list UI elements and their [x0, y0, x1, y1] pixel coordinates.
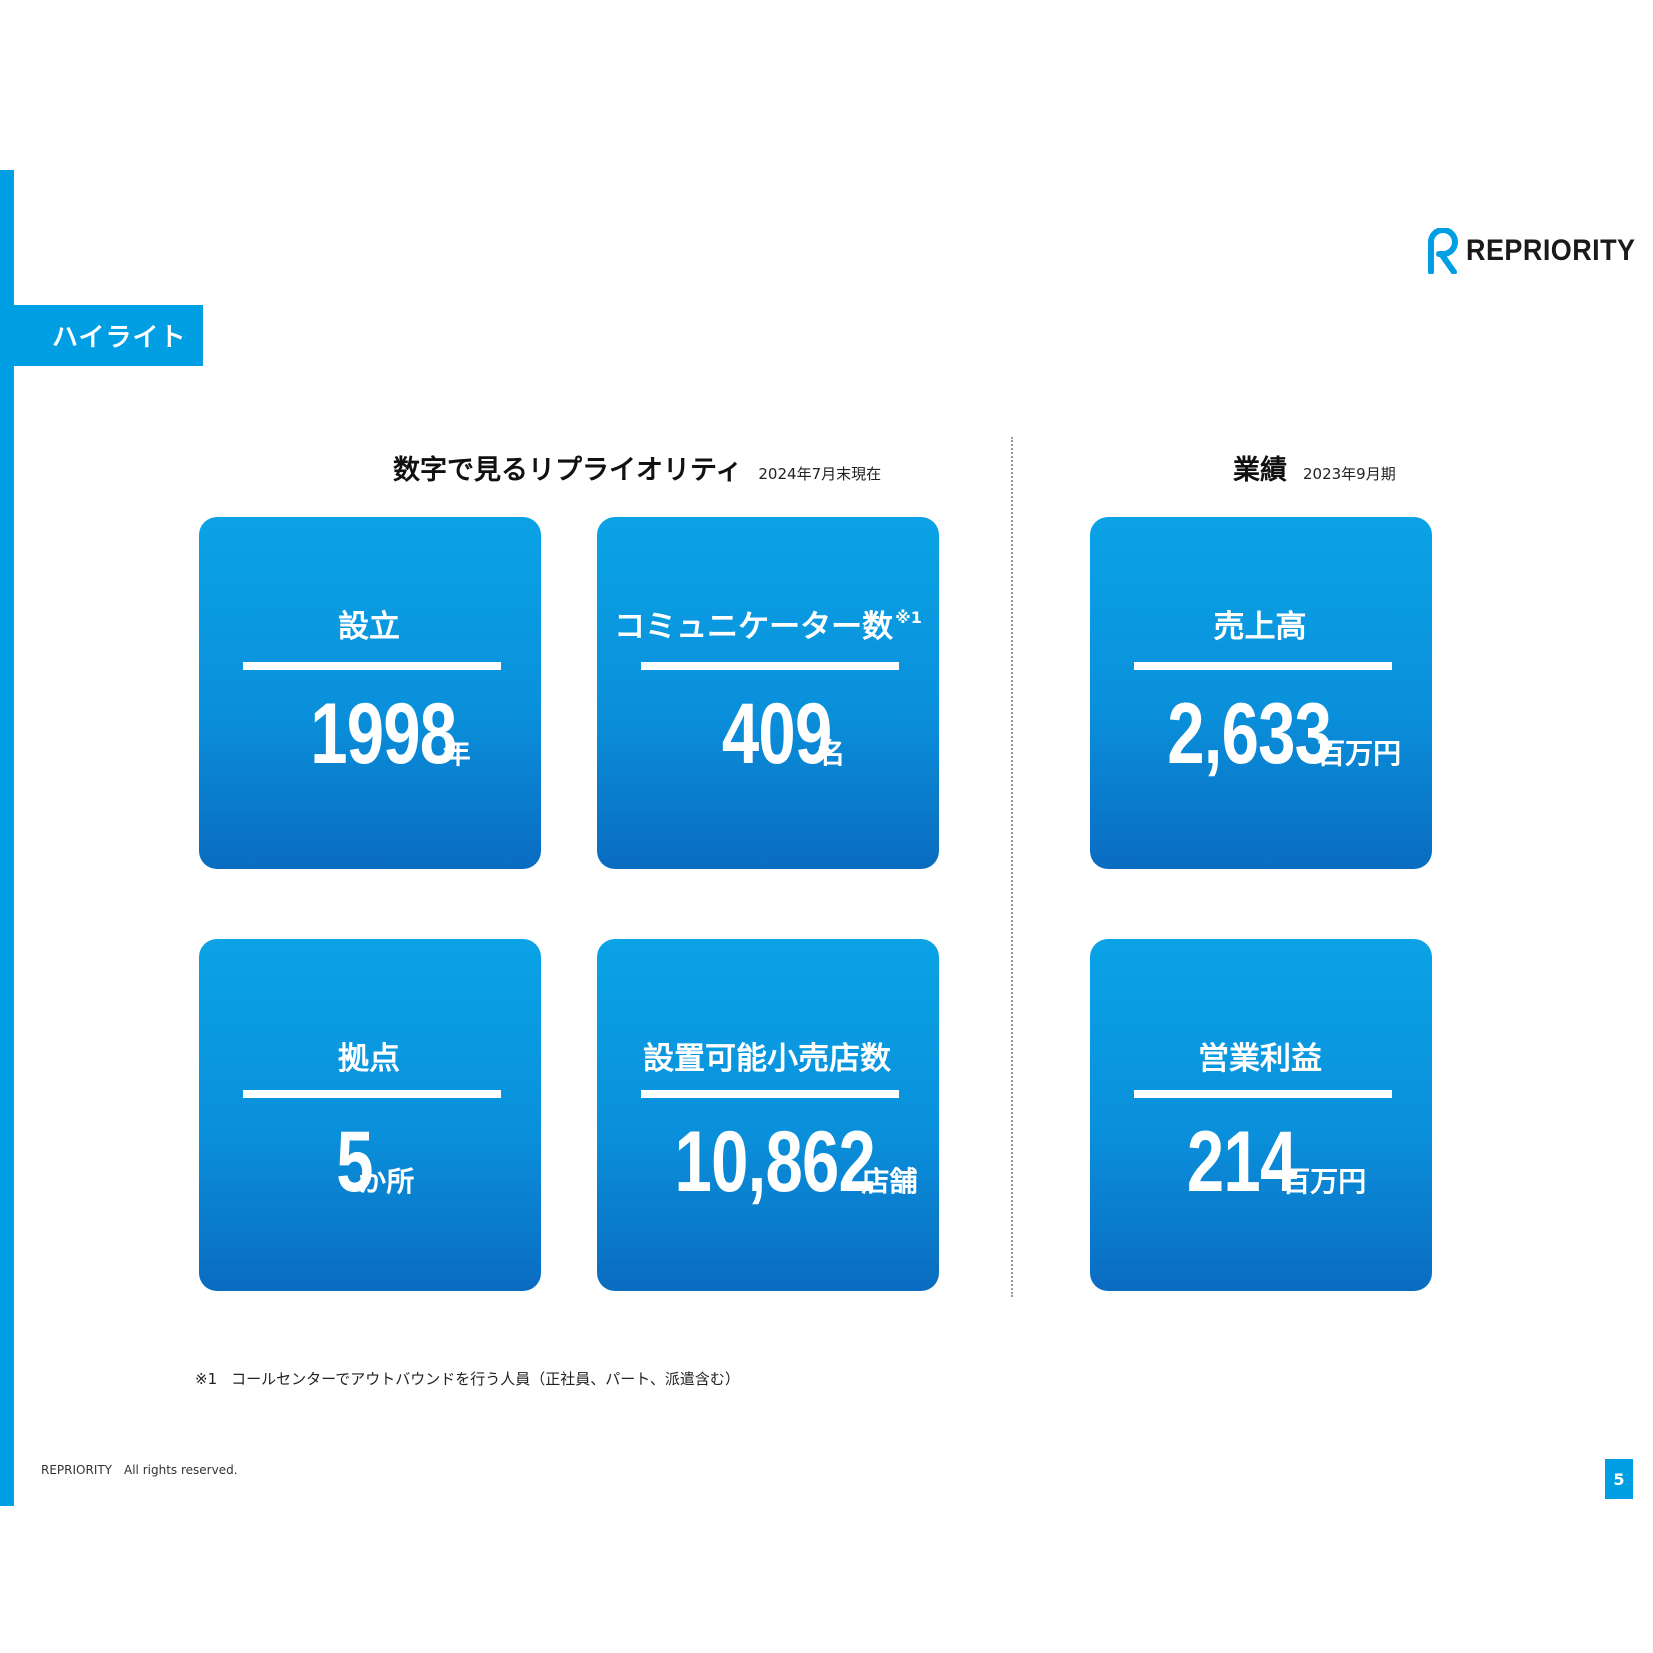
card-rule [641, 662, 899, 670]
right-section-heading: 業績 2023年9月期 [1233, 448, 1396, 487]
left-accent-bar [0, 170, 14, 1506]
company-logo: REPRIORITY [1428, 228, 1653, 274]
card-value: 214百万円 [1186, 1114, 1367, 1210]
card-value: 10,862店舗 [675, 1114, 918, 1210]
card-rule [243, 662, 501, 670]
footnote-mark: ※1 [195, 1370, 218, 1388]
stat-card-operating-profit: 営業利益 214百万円 [1090, 939, 1432, 1291]
card-value: 2,633百万円 [1167, 686, 1402, 782]
card-label: 拠点 [338, 1041, 400, 1077]
stat-card-founded: 設立 1998年 [199, 517, 541, 869]
footnote: ※1 コールセンターでアウトバウンドを行う人員（正社員、パート、派遣含む） [195, 1368, 740, 1389]
card-value: 1998年 [310, 686, 471, 782]
card-value: 5か所 [335, 1114, 415, 1210]
right-heading-title: 業績 [1233, 455, 1287, 486]
card-label: 売上高 [1213, 609, 1307, 645]
card-label: 設置可能小売店数 [643, 1041, 891, 1077]
card-label: 設立 [338, 609, 400, 645]
section-title: ハイライト [14, 305, 203, 366]
card-label: コミュニケーター数 ※1 [614, 608, 922, 645]
repriority-r-logo-icon [1428, 228, 1458, 274]
stat-card-revenue: 売上高 2,633百万円 [1090, 517, 1432, 869]
card-label: 営業利益 [1198, 1041, 1322, 1077]
stat-card-communicators: コミュニケーター数 ※1 409名 [597, 517, 939, 869]
logo-text: REPRIORITY [1466, 234, 1636, 267]
left-heading-note: 2024年7月末現在 [758, 465, 882, 483]
card-rule [1134, 1090, 1392, 1098]
card-value: 409名 [721, 686, 846, 782]
right-heading-note: 2023年9月期 [1303, 465, 1396, 483]
page-number: 5 [1605, 1459, 1633, 1499]
footnote-text: コールセンターでアウトバウンドを行う人員（正社員、パート、派遣含む） [231, 1370, 740, 1388]
card-rule [243, 1090, 501, 1098]
card-rule [641, 1090, 899, 1098]
stat-card-locations: 拠点 5か所 [199, 939, 541, 1291]
left-heading-title: 数字で見るリプライオリティ [393, 455, 743, 486]
card-rule [1134, 662, 1392, 670]
stat-card-stores: 設置可能小売店数 10,862店舗 [597, 939, 939, 1291]
copyright: REPRIORITY All rights reserved. [41, 1463, 238, 1477]
left-section-heading: 数字で見るリプライオリティ 2024年7月末現在 [393, 448, 881, 487]
section-divider [1011, 437, 1013, 1297]
